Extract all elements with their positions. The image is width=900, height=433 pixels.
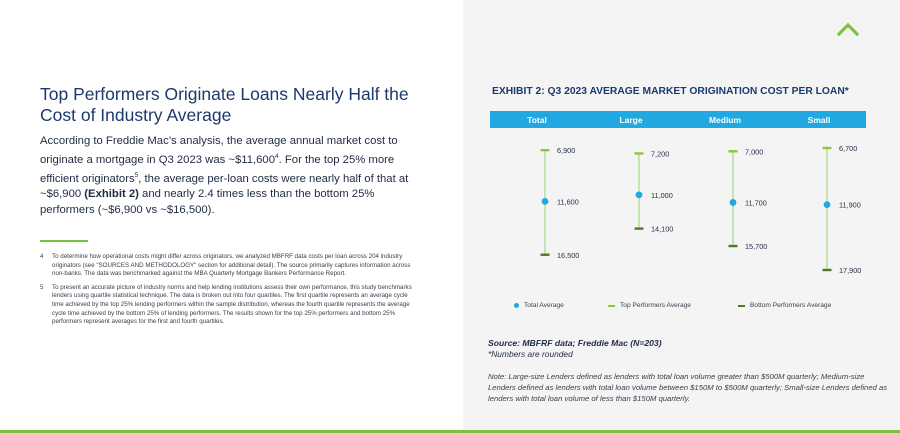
legend-dash-marker	[738, 304, 745, 307]
footnote-number: 5	[40, 283, 44, 291]
lender-size-note: Note: Large-size Lenders defined as lend…	[488, 372, 888, 403]
header-small: Small	[807, 114, 831, 125]
footnote-text: To determine how operational costs might…	[52, 253, 411, 278]
footnote-text: To present an accurate picture of indust…	[52, 283, 412, 326]
top-label-large: 7,200	[651, 149, 669, 158]
bottom-label-large: 14,100	[651, 225, 673, 234]
average-dot-medium	[729, 199, 737, 206]
top-label-total: 6,900	[557, 146, 575, 155]
footnotes: 4 To determine how operational costs mig…	[40, 253, 412, 332]
footnote-4: 4 To determine how operational costs mig…	[40, 253, 412, 279]
source-note: Source: MBFRF data; Freddie Mac (N=203)	[488, 338, 662, 348]
average-label-large: 11,000	[651, 191, 673, 200]
left-page: Top Performers Originate Loans Nearly Ha…	[40, 84, 412, 332]
exhibit-title: EXHIBIT 2: Q3 2023 AVERAGE MARKET ORIGIN…	[492, 86, 849, 97]
average-dot-small	[823, 201, 831, 209]
legend-label: Total Average	[524, 302, 564, 309]
legend-total-average: Total Average	[514, 302, 564, 309]
chart-header-bar: Total Large Medium Small	[490, 111, 866, 128]
bottom-label-total: 16,500	[557, 251, 579, 260]
footnote-5: 5 To present an accurate picture of indu…	[40, 284, 412, 327]
header-total: Total	[527, 114, 547, 125]
average-label-total: 11,600	[557, 197, 579, 206]
page-title: Top Performers Originate Loans Nearly Ha…	[40, 84, 409, 125]
average-dot-large	[635, 191, 643, 199]
rounding-note: *Numbers are rounded	[488, 349, 573, 359]
range-chart: 6,900 11,600 16,500 7,200 11,000 14,100 7,000 1…	[540, 144, 861, 275]
bottom-accent-rule	[0, 430, 900, 433]
legend-dash-marker	[608, 304, 615, 307]
chart-legend: Total Average Top Performers Average Bot…	[490, 302, 866, 314]
header-medium: Medium	[708, 114, 742, 125]
header-large: Large	[619, 114, 643, 125]
exhibit-reference: (Exhibit 2)	[84, 188, 139, 201]
intro-paragraph: According to Freddie Mac’s analysis, the…	[40, 135, 409, 216]
top-label-medium: 7,000	[745, 147, 763, 156]
average-label-medium: 11,700	[745, 198, 767, 207]
chevron-up-icon	[836, 22, 860, 37]
footnote-divider	[40, 240, 88, 242]
footnote-ref-4: 4	[275, 153, 279, 161]
legend-label: Top Performers Average	[620, 302, 691, 309]
legend-dot-marker	[514, 303, 519, 308]
legend-top-performers: Top Performers Average	[608, 302, 691, 309]
bottom-label-small: 17,900	[839, 266, 861, 275]
average-dot-total	[541, 197, 549, 205]
legend-bottom-performers: Bottom Performers Average	[738, 302, 831, 309]
footnote-number: 4	[40, 253, 44, 260]
top-label-small: 6,700	[839, 144, 857, 153]
bottom-label-medium: 15,700	[745, 242, 767, 251]
footnote-ref-5: 5	[134, 172, 139, 180]
average-label-small: 11,900	[839, 201, 861, 210]
legend-label: Bottom Performers Average	[750, 302, 832, 309]
